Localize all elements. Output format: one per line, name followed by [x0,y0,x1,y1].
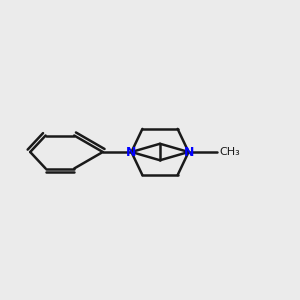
Text: CH₃: CH₃ [219,147,240,157]
Text: N: N [126,146,136,158]
Text: N: N [183,146,194,158]
